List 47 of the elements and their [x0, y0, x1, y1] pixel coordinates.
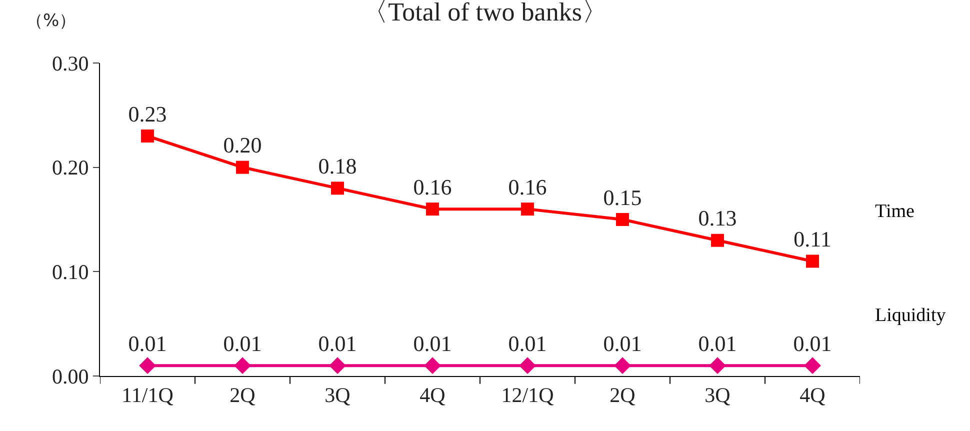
text: Time — [875, 201, 914, 222]
y-tick-label: 0.10 — [52, 260, 89, 284]
point — [519, 357, 536, 374]
data-label: 0.01 — [793, 330, 832, 356]
point — [614, 357, 631, 374]
point — [424, 357, 441, 374]
point — [709, 357, 726, 374]
point — [234, 357, 251, 374]
x-tick-label: 3Q — [324, 383, 350, 408]
y-tick-label: 0.30 — [52, 51, 89, 76]
data-label: 0.01 — [508, 330, 547, 356]
point — [236, 160, 249, 174]
point — [426, 202, 439, 216]
data-label: 0.23 — [128, 101, 167, 126]
point — [806, 254, 819, 268]
x-tick-label: 11/1Q — [122, 383, 174, 408]
data-label: 0.01 — [223, 330, 262, 356]
text: Liquidity — [875, 305, 946, 326]
x-tick-label: 4Q — [800, 383, 826, 408]
y-tick-label: 0.00 — [52, 364, 89, 388]
point — [331, 182, 344, 195]
point — [329, 357, 346, 374]
data-label: 0.01 — [698, 330, 737, 356]
y-axis-title: （%） — [26, 11, 76, 31]
data-label: 0.16 — [508, 174, 547, 200]
x-tick-label: 2Q — [610, 383, 636, 408]
data-label: 0.01 — [603, 330, 642, 356]
point — [711, 234, 724, 247]
point — [139, 357, 156, 374]
point — [141, 130, 154, 143]
data-label: 0.16 — [413, 174, 452, 200]
x-tick-label: 2Q — [230, 383, 256, 408]
data-label: 0.01 — [128, 330, 167, 356]
data-label: 0.11 — [794, 226, 832, 252]
x-tick-label: 12/1Q — [501, 383, 554, 408]
data-label: 0.18 — [318, 154, 357, 179]
y-tick-label: 0.20 — [52, 156, 89, 180]
point — [804, 357, 821, 374]
data-label: 0.15 — [603, 184, 642, 210]
x-tick-label: 3Q — [704, 383, 730, 408]
data-label: 0.01 — [413, 330, 452, 356]
data-label: 0.13 — [698, 206, 737, 231]
point — [616, 213, 629, 226]
x-tick-label: 4Q — [420, 383, 446, 408]
data-label: 0.20 — [223, 132, 262, 158]
point — [521, 202, 534, 216]
data-label: 0.01 — [318, 330, 357, 356]
